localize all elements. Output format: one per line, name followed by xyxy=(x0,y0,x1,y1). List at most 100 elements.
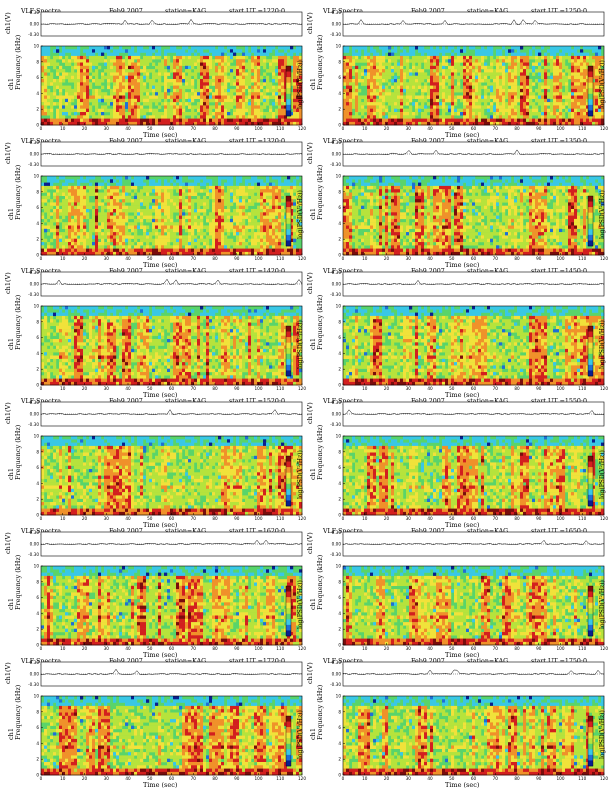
amp-tick-label: 0.00 xyxy=(332,412,342,417)
time-axis: 0 10 20 30 40 50 60 70 80 90 100 110 120 xyxy=(40,123,306,131)
panel-start-ut: start UT =1650:0 xyxy=(531,528,587,535)
time-tick-label: 30 xyxy=(104,386,110,391)
spectrogram-panel-1550-0: VLF Spectra Feb9,2007 station=KAG start UT … xyxy=(306,394,610,529)
time-tick-label: 0 xyxy=(40,646,43,651)
time-tick-label: 110 xyxy=(276,776,284,781)
amplitude-strip: 0.30 0.00 -0.30 xyxy=(28,10,303,37)
time-tick-label: 80 xyxy=(514,256,520,261)
time-tick-label: 120 xyxy=(298,776,306,781)
time-tick-label: 110 xyxy=(578,646,586,651)
spectrogram-image xyxy=(40,45,303,126)
freq-tick-label: 2 xyxy=(338,237,341,242)
time-tick-label: 80 xyxy=(514,386,520,391)
freq-tick-label: 2 xyxy=(338,627,341,632)
time-axis: 0 10 20 30 40 50 60 70 80 90 100 110 120 xyxy=(342,513,608,521)
spectrogram-panel-1320-0: VLF Spectra Feb9,2007 station=KAG start UT … xyxy=(4,134,308,269)
time-tick-label: 80 xyxy=(212,646,218,651)
frequency-axis-label: Frequency (kHz) xyxy=(316,295,324,350)
time-axis-label: Time (sec) xyxy=(445,261,479,269)
time-axis: 0 10 20 30 40 50 60 70 80 90 100 110 120 xyxy=(40,513,306,521)
time-tick-label: 110 xyxy=(276,386,284,391)
amplitude-axis-label: ch1(V) xyxy=(306,402,314,424)
freq-tick-label: 0 xyxy=(338,123,341,128)
time-tick-label: 100 xyxy=(557,646,565,651)
time-tick-label: 100 xyxy=(255,646,263,651)
time-tick-label: 100 xyxy=(557,776,565,781)
freq-tick-label: 8 xyxy=(338,709,341,714)
time-tick-label: 60 xyxy=(169,516,175,521)
time-tick-label: 0 xyxy=(342,776,345,781)
time-tick-label: 90 xyxy=(234,256,240,261)
amp-tick-label: 0.30 xyxy=(30,530,40,535)
time-axis-label: Time (sec) xyxy=(445,781,479,789)
time-tick-label: 60 xyxy=(169,256,175,261)
freq-axis: 0 2 4 6 8 10 xyxy=(34,44,43,128)
freq-tick-label: 6 xyxy=(36,725,39,730)
amp-tick-label: -0.30 xyxy=(28,422,39,427)
time-tick-label: 70 xyxy=(191,646,197,651)
spectrogram-image xyxy=(342,435,605,516)
amp-tick-label: -0.30 xyxy=(28,552,39,557)
spectrogram-panel-1450-0: VLF Spectra Feb9,2007 station=KAG start UT … xyxy=(306,264,610,399)
frequency-axis-label: Frequency (kHz) xyxy=(14,555,22,610)
amplitude-axis-label: ch1(V) xyxy=(306,12,314,34)
time-tick-label: 90 xyxy=(234,386,240,391)
freq-tick-label: 6 xyxy=(338,335,341,340)
spectrogram-panel-1720-0: VLF Spectra Feb9,2007 station=KAG start UT … xyxy=(4,654,308,789)
amp-tick-label: 0.00 xyxy=(30,542,40,547)
time-tick-label: 60 xyxy=(471,646,477,651)
time-tick-label: 120 xyxy=(600,126,608,131)
amp-tick-label: 0.00 xyxy=(332,282,342,287)
time-axis: 0 10 20 30 40 50 60 70 80 90 100 110 120 xyxy=(40,773,306,781)
time-tick-label: 80 xyxy=(212,386,218,391)
time-tick-label: 30 xyxy=(406,776,412,781)
amplitude-strip: 0.30 0.00 -0.30 xyxy=(330,660,605,687)
time-tick-label: 50 xyxy=(147,126,153,131)
panel-title: VLF Spectra xyxy=(323,138,363,145)
time-tick-label: 60 xyxy=(471,516,477,521)
time-tick-label: 80 xyxy=(212,516,218,521)
amp-tick-label: 0.30 xyxy=(30,660,40,665)
time-tick-label: 20 xyxy=(384,386,390,391)
panel-date: Feb9,2007 xyxy=(109,268,143,275)
colorbar-label: log(PSD(V²/Hz)) xyxy=(599,450,606,499)
freq-tick-label: 0 xyxy=(36,253,39,258)
freq-tick-label: 4 xyxy=(338,91,341,96)
time-tick-label: 20 xyxy=(384,776,390,781)
time-tick-label: 20 xyxy=(82,256,88,261)
freq-tick-label: 0 xyxy=(338,643,341,648)
freq-tick-label: 2 xyxy=(36,237,39,242)
time-tick-label: 100 xyxy=(255,516,263,521)
panel-date: Feb9,2007 xyxy=(411,658,445,665)
amplitude-axis-label: ch1(V) xyxy=(4,272,12,294)
time-tick-label: 20 xyxy=(82,386,88,391)
panel-date: Feb9,2007 xyxy=(411,8,445,15)
freq-tick-label: 10 xyxy=(34,564,40,569)
time-tick-label: 100 xyxy=(255,386,263,391)
freq-axis: 0 2 4 6 8 10 xyxy=(336,174,345,258)
time-tick-label: 120 xyxy=(600,516,608,521)
spectrogram-image xyxy=(342,175,605,256)
freq-tick-label: 10 xyxy=(34,174,40,179)
time-tick-label: 40 xyxy=(125,516,131,521)
freq-tick-label: 0 xyxy=(36,513,39,518)
panel-date: Feb9,2007 xyxy=(411,528,445,535)
panel-station: station=KAG xyxy=(467,8,508,15)
amp-tick-label: 0.30 xyxy=(332,530,342,535)
panel-station: station=KAG xyxy=(165,138,206,145)
time-axis: 0 10 20 30 40 50 60 70 80 90 100 110 120 xyxy=(40,253,306,261)
time-tick-label: 70 xyxy=(191,386,197,391)
freq-tick-label: 4 xyxy=(36,221,39,226)
freq-axis: 0 2 4 6 8 10 xyxy=(336,44,345,128)
time-tick-label: 60 xyxy=(471,256,477,261)
time-tick-label: 20 xyxy=(384,646,390,651)
freq-tick-label: 0 xyxy=(338,513,341,518)
amplitude-strip: 0.30 0.00 -0.30 xyxy=(330,140,605,167)
time-tick-label: 50 xyxy=(449,516,455,521)
panel-title: VLF Spectra xyxy=(21,658,61,665)
colorbar xyxy=(285,455,292,507)
